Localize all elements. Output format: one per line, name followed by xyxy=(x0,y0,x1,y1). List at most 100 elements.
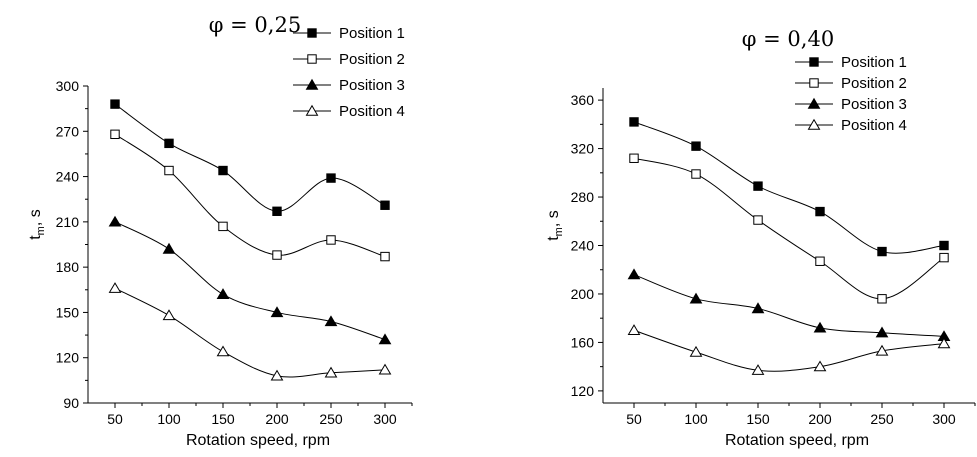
x-tick-label: 50 xyxy=(626,411,642,427)
y-tick-label: 150 xyxy=(56,304,80,320)
series-line xyxy=(114,287,386,378)
x-tick-label: 200 xyxy=(808,411,832,427)
data-point xyxy=(939,252,949,263)
data-point xyxy=(753,215,763,225)
data-point xyxy=(216,288,230,299)
data-point xyxy=(164,165,174,176)
y-tick-label: 280 xyxy=(571,189,595,205)
data-point xyxy=(162,242,176,254)
data-point xyxy=(380,251,390,262)
series-1 xyxy=(629,117,949,257)
legend-entry: Position 3 xyxy=(795,96,907,113)
data-point xyxy=(937,337,951,349)
data-point xyxy=(162,309,176,321)
y-tick-label: 160 xyxy=(571,334,595,350)
legend-entry: Position 4 xyxy=(795,117,907,134)
series-2 xyxy=(110,129,390,262)
legend-label: Position 3 xyxy=(339,77,405,94)
y-tick-label: 300 xyxy=(56,78,80,94)
chart-phi-040: φ = 0,40 120 160 200 240 280 320 360 50 100 150 200… xyxy=(545,27,976,449)
data-point xyxy=(753,181,763,191)
legend-marker xyxy=(305,78,319,90)
y-tick-label: 90 xyxy=(63,395,79,411)
chart-title: φ = 0,25 xyxy=(209,13,301,37)
data-point xyxy=(629,117,639,127)
y-tick-label: 360 xyxy=(571,92,595,108)
x-tick-label: 150 xyxy=(746,411,770,427)
legend-marker xyxy=(809,78,819,88)
data-point xyxy=(875,326,889,338)
data-point xyxy=(691,169,701,179)
legend-marker xyxy=(307,28,317,38)
series-4 xyxy=(627,324,951,375)
legend-entry: Position 1 xyxy=(795,54,907,71)
legend-marker xyxy=(307,54,317,64)
data-point xyxy=(627,268,641,280)
legend-label: Position 4 xyxy=(841,117,907,134)
chart-title: φ = 0,40 xyxy=(742,27,834,51)
data-point xyxy=(324,366,338,378)
data-point xyxy=(751,302,765,314)
data-point xyxy=(939,240,949,251)
data-point xyxy=(877,294,887,304)
x-tick-label: 100 xyxy=(157,411,181,427)
x-tick-label: 250 xyxy=(870,411,894,427)
y-tick-label: 270 xyxy=(56,123,80,139)
legend-entry: Position 2 xyxy=(293,51,405,68)
data-point xyxy=(378,363,392,375)
data-point xyxy=(691,141,701,151)
series-line xyxy=(633,329,945,372)
series-4 xyxy=(108,282,392,381)
legend-entry: Position 1 xyxy=(293,25,405,42)
data-point xyxy=(272,206,282,216)
y-tick-label: 200 xyxy=(571,286,595,302)
data-point xyxy=(875,344,889,356)
legend-label: Position 1 xyxy=(339,25,405,42)
data-point xyxy=(629,153,639,163)
data-point xyxy=(110,129,120,140)
data-point xyxy=(108,282,122,293)
legend-marker xyxy=(809,57,819,67)
data-point xyxy=(270,369,284,381)
y-tick-label: 210 xyxy=(56,214,80,230)
data-point xyxy=(216,345,230,357)
series-line xyxy=(114,221,386,341)
data-point xyxy=(326,235,336,245)
legend-entry: Position 4 xyxy=(293,103,405,120)
series-3 xyxy=(627,268,951,341)
chart-phi-025: φ = 0,25 90 120 150 180 210 240 270 300 50 100 150 2… xyxy=(27,13,413,449)
data-point xyxy=(627,324,641,335)
y-tick-label: 180 xyxy=(56,259,80,275)
y-axis-label: tm, s xyxy=(27,209,47,240)
data-point xyxy=(164,138,174,149)
x-tick-label: 150 xyxy=(211,411,235,427)
legend-label: Position 4 xyxy=(339,103,405,120)
data-point xyxy=(689,292,703,304)
legend-label: Position 2 xyxy=(841,75,907,92)
legend-marker xyxy=(807,118,821,130)
data-point xyxy=(218,221,228,232)
data-point xyxy=(813,321,827,333)
data-point xyxy=(877,246,887,257)
x-tick-label: 300 xyxy=(373,411,397,427)
legend-entry: Position 2 xyxy=(795,75,907,92)
data-point xyxy=(380,200,390,210)
legend-marker xyxy=(305,104,319,116)
data-point xyxy=(108,215,122,227)
data-point xyxy=(378,333,392,345)
data-point xyxy=(270,306,284,318)
data-point xyxy=(689,345,703,357)
series-line xyxy=(114,103,386,212)
series-line xyxy=(633,274,945,337)
legend-label: Position 2 xyxy=(339,51,405,68)
x-tick-label: 250 xyxy=(319,411,343,427)
x-tick-label: 100 xyxy=(684,411,708,427)
data-point xyxy=(815,256,825,266)
x-tick-label: 300 xyxy=(932,411,956,427)
x-tick-label: 50 xyxy=(107,411,123,427)
series-line xyxy=(114,133,386,258)
legend-label: Position 1 xyxy=(841,54,907,71)
legend-marker xyxy=(807,97,821,109)
legend-entry: Position 3 xyxy=(293,77,405,94)
